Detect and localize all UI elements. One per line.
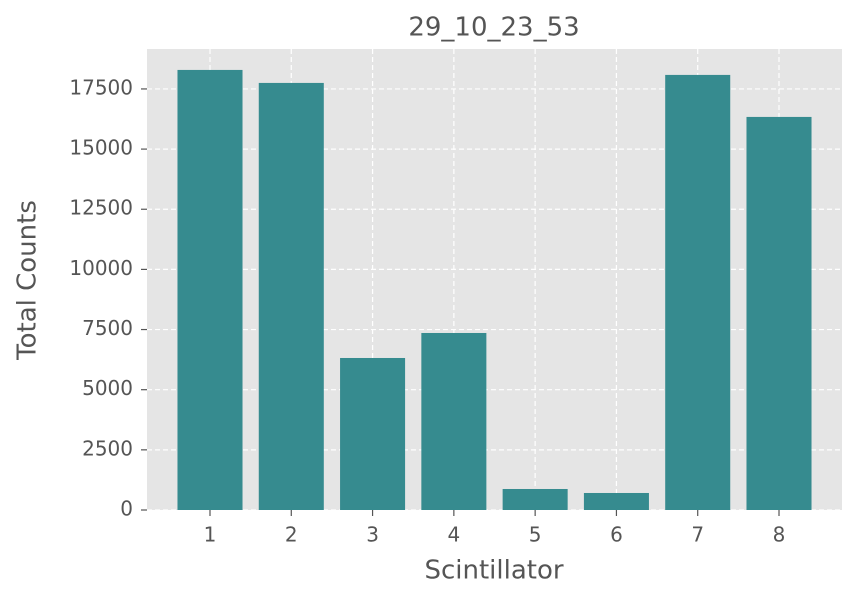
- bar: [665, 74, 731, 510]
- y-axis-label: Total Counts: [13, 200, 43, 361]
- x-tick-label: 1: [204, 523, 217, 547]
- y-tick-label: 15000: [69, 136, 133, 160]
- bar: [502, 488, 568, 510]
- x-tick-label: 8: [773, 523, 786, 547]
- y-tick-label: 2500: [82, 436, 133, 460]
- bar: [421, 332, 487, 510]
- x-tick-label: 6: [610, 523, 623, 547]
- plot-area: [147, 49, 842, 510]
- bar: [746, 116, 812, 510]
- x-tick-label: 2: [285, 523, 298, 547]
- bar: [340, 357, 406, 510]
- x-axis-label: Scintillator: [424, 556, 563, 586]
- y-tick-label: 10000: [69, 256, 133, 280]
- x-tick-label: 7: [691, 523, 704, 547]
- bar: [258, 82, 324, 511]
- y-tick-label: 5000: [82, 376, 133, 400]
- y-tick-label: 12500: [69, 196, 133, 220]
- y-tick-label: 7500: [82, 316, 133, 340]
- x-tick-label: 3: [366, 523, 379, 547]
- y-tick-label: 0: [120, 497, 133, 521]
- chart-title: 29_10_23_53: [408, 13, 579, 43]
- bar: [583, 492, 649, 510]
- x-tick-label: 4: [447, 523, 460, 547]
- y-tick-label: 17500: [69, 75, 133, 99]
- x-tick-label: 5: [529, 523, 542, 547]
- bar: [177, 69, 243, 510]
